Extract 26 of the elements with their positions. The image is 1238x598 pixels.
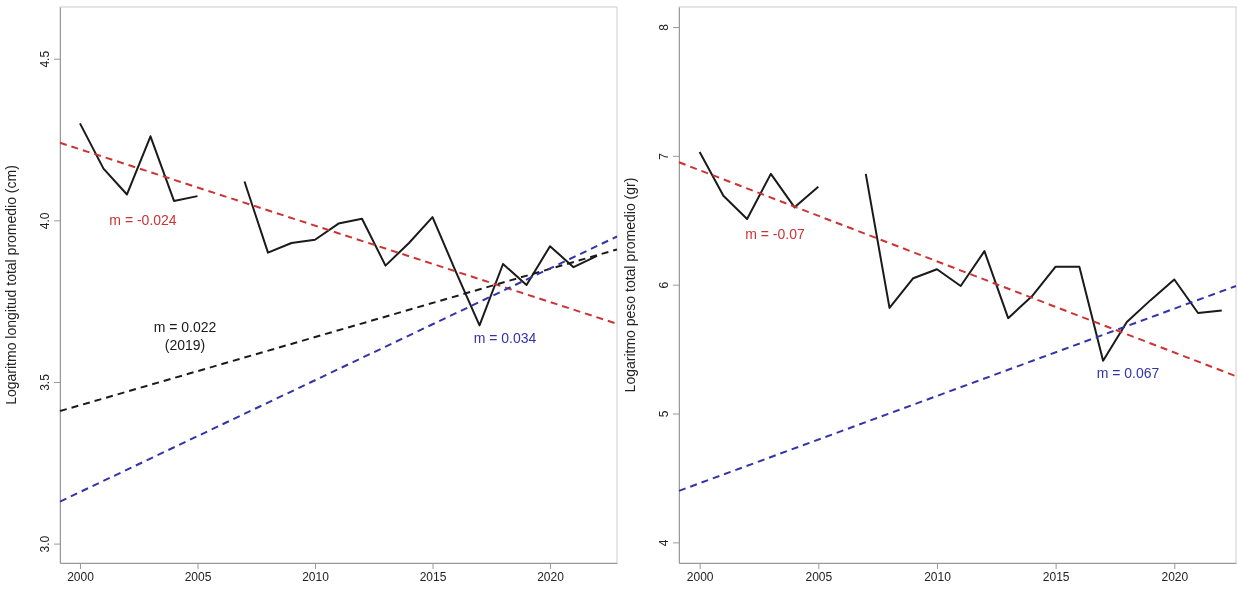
y-tick-label: 6 <box>657 281 672 289</box>
x-tick-label: 2015 <box>1042 569 1070 584</box>
x-tick-label: 2005 <box>805 569 833 584</box>
y-tick-label: 3.5 <box>38 373 53 391</box>
annotation: m = 0.022 (2019) <box>153 319 217 353</box>
y-tick-label: 3.0 <box>38 535 53 553</box>
annotation: m = -0.024 <box>109 212 177 228</box>
x-tick-label: 2010 <box>924 569 952 584</box>
y-axis-title: Logaritmo longitud total promedio (cm) <box>3 165 19 405</box>
y-tick-label: 8 <box>657 23 672 31</box>
annotation: m = -0.07 <box>745 226 805 242</box>
y-axis-title: Logaritmo peso total promedio (gr) <box>622 177 638 393</box>
y-tick-label: 4 <box>657 539 672 547</box>
annotation: m = 0.067 <box>1096 365 1160 381</box>
x-tick-label: 2000 <box>686 569 714 584</box>
x-tick-label: 2020 <box>537 569 565 584</box>
x-tick-label: 2015 <box>419 569 447 584</box>
x-tick-label: 2010 <box>302 569 330 584</box>
y-tick-label: 4.0 <box>38 212 53 230</box>
y-tick-label: 4.5 <box>38 50 53 68</box>
annotation: m = 0.034 <box>473 330 537 346</box>
x-tick-label: 2005 <box>184 569 212 584</box>
y-tick-label: 7 <box>657 152 672 160</box>
x-tick-label: 2000 <box>67 569 95 584</box>
y-tick-label: 5 <box>657 410 672 418</box>
x-tick-label: 2020 <box>1161 569 1189 584</box>
